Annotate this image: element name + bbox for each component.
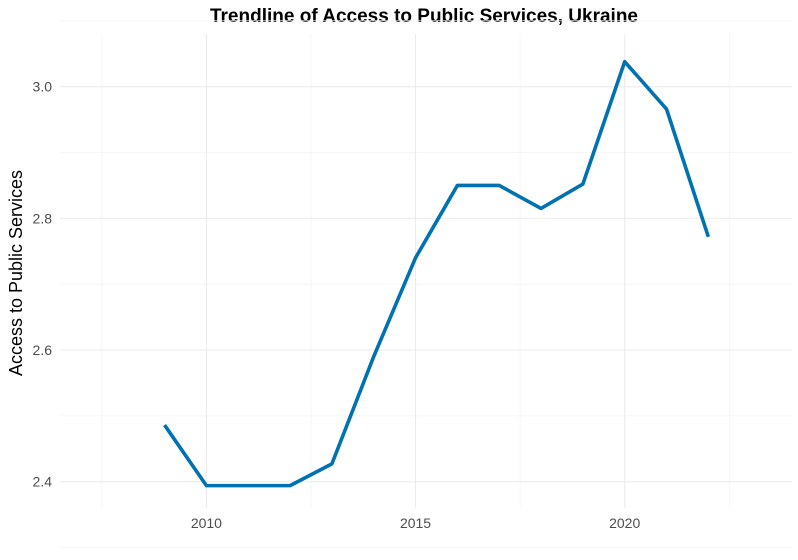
minor-gridlines xyxy=(60,20,792,548)
chart-title: Trendline of Access to Public Services, … xyxy=(209,6,639,27)
x-tick-label: 2020 xyxy=(609,515,640,531)
x-tick-label: 2010 xyxy=(191,515,222,531)
y-tick-label: 3.0 xyxy=(33,79,53,95)
series-layer xyxy=(163,59,711,488)
x-axis-tick-labels: 2010 2015 2020 xyxy=(191,515,641,531)
y-tick-label: 2.8 xyxy=(33,210,53,226)
y-axis-title: Access to Public Services xyxy=(6,170,26,376)
y-axis-tick-labels: 2.4 2.6 2.8 3.0 xyxy=(33,79,53,490)
y-tick-label: 2.4 xyxy=(33,474,53,490)
major-gridlines xyxy=(60,34,792,508)
series-line xyxy=(163,59,711,488)
y-tick-label: 2.6 xyxy=(33,342,53,358)
x-tick-label: 2015 xyxy=(400,515,431,531)
